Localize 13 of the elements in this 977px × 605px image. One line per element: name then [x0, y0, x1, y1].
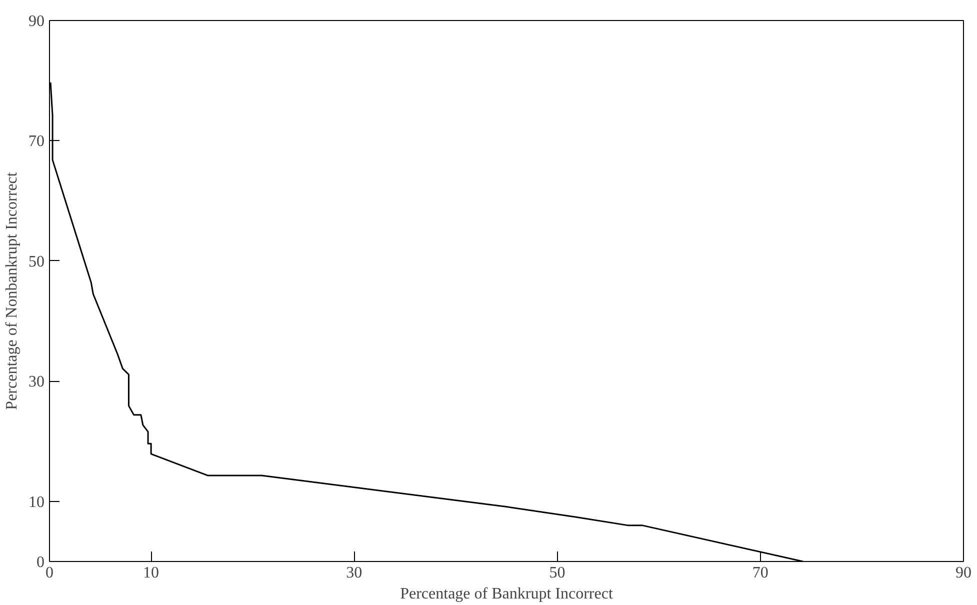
y-axis-title: Percentage of Nonbankrupt Incorrect: [4, 172, 20, 410]
x-tick-label: 10: [143, 564, 160, 582]
x-tick-label: 70: [752, 564, 768, 582]
y-tick-label: 90: [28, 13, 44, 30]
y-tick-label: 30: [28, 374, 44, 391]
x-tick-label: 90: [956, 564, 972, 582]
y-tick-label: 50: [28, 253, 44, 270]
x-axis-title: Percentage of Bankrupt Incorrect: [400, 586, 614, 602]
y-tick-label: 10: [28, 494, 44, 511]
x-tick-label: 50: [549, 564, 566, 582]
y-tick-label: 0: [36, 554, 44, 571]
y-tick-label: 70: [28, 133, 44, 150]
x-tick-label: 30: [346, 564, 362, 582]
